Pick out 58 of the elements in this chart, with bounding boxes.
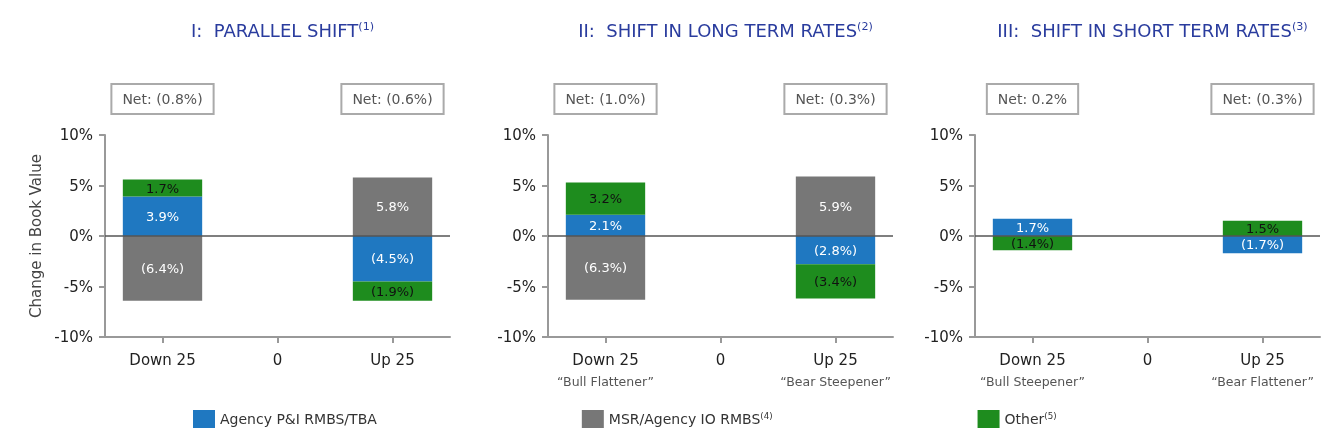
data-label: (1.9%) bbox=[370, 283, 415, 299]
bar bbox=[122, 196, 203, 236]
x-tick-label: Down 25 bbox=[129, 351, 196, 369]
x-tick-label: Up 25 “Bear Steepener” bbox=[780, 351, 891, 389]
x-tick-label: 0 bbox=[1142, 351, 1153, 369]
y-tick-label: 5% bbox=[69, 176, 93, 195]
y-tick-label: 10% bbox=[59, 126, 93, 144]
bar bbox=[352, 177, 433, 236]
y-tick-label: -5% bbox=[933, 277, 963, 296]
data-label: 5.9% bbox=[818, 198, 853, 214]
x-tick-label: Down 25 “Bull Steepener” bbox=[979, 351, 1086, 389]
bar bbox=[795, 264, 876, 299]
y-tick-label: -5% bbox=[506, 277, 536, 296]
bar bbox=[122, 236, 203, 301]
data-label: 3.2% bbox=[588, 191, 623, 207]
data-label: (6.3%) bbox=[583, 260, 628, 276]
x-tick-label: Up 25 “Bear Flattener” bbox=[1211, 351, 1314, 389]
text: Net: (0.3%) bbox=[795, 91, 876, 107]
bar bbox=[122, 179, 203, 197]
y-tick-label: -5% bbox=[63, 277, 93, 296]
y-tick-label: -10% bbox=[924, 328, 963, 346]
bar bbox=[352, 236, 433, 282]
data-label: (4.5%) bbox=[370, 251, 415, 267]
data-label: (3.4%) bbox=[813, 273, 858, 289]
text: Net: (0.8%) bbox=[122, 91, 203, 107]
data-label: 5.8% bbox=[375, 199, 410, 215]
data-label: 1.5% bbox=[1245, 220, 1280, 236]
data-label: (1.7%) bbox=[1240, 237, 1285, 253]
bar bbox=[352, 281, 433, 301]
y-tick-label: -10% bbox=[497, 328, 536, 346]
legend-label: Agency P&I RMBS/TBA bbox=[220, 411, 378, 427]
data-label: 2.1% bbox=[588, 217, 623, 233]
y-axis-title: Change in Book Value bbox=[26, 154, 45, 318]
y-tick-label: 10% bbox=[502, 126, 536, 144]
data-label: 1.7% bbox=[145, 180, 180, 196]
text: Net: (1.0%) bbox=[565, 91, 646, 107]
data-label: 3.9% bbox=[145, 208, 180, 224]
y-tick-label: 0% bbox=[69, 227, 93, 245]
y-tick-label: 0% bbox=[939, 227, 963, 245]
text: Net: 0.2% bbox=[997, 91, 1068, 107]
y-tick-label: 5% bbox=[939, 176, 963, 195]
data-label: (6.4%) bbox=[140, 260, 185, 276]
x-tick-label: 0 bbox=[715, 351, 726, 369]
bar bbox=[795, 176, 876, 236]
bar bbox=[565, 236, 646, 300]
data-label: (2.8%) bbox=[813, 242, 858, 258]
y-tick-label: 5% bbox=[512, 176, 536, 195]
y-tick-label: 0% bbox=[512, 227, 536, 245]
y-tick-label: -10% bbox=[54, 328, 93, 346]
x-tick-label: Up 25 bbox=[370, 351, 415, 369]
text: Net: (0.3%) bbox=[1222, 91, 1303, 107]
y-tick-label: 10% bbox=[929, 126, 963, 144]
x-tick-label: 0 bbox=[272, 351, 283, 369]
text: Net: (0.6%) bbox=[352, 91, 433, 107]
data-label: (1.4%) bbox=[1010, 235, 1055, 251]
x-tick-label: Down 25 “Bull Flattener” bbox=[556, 351, 655, 389]
bar bbox=[565, 182, 646, 215]
data-label: 1.7% bbox=[1015, 219, 1050, 235]
